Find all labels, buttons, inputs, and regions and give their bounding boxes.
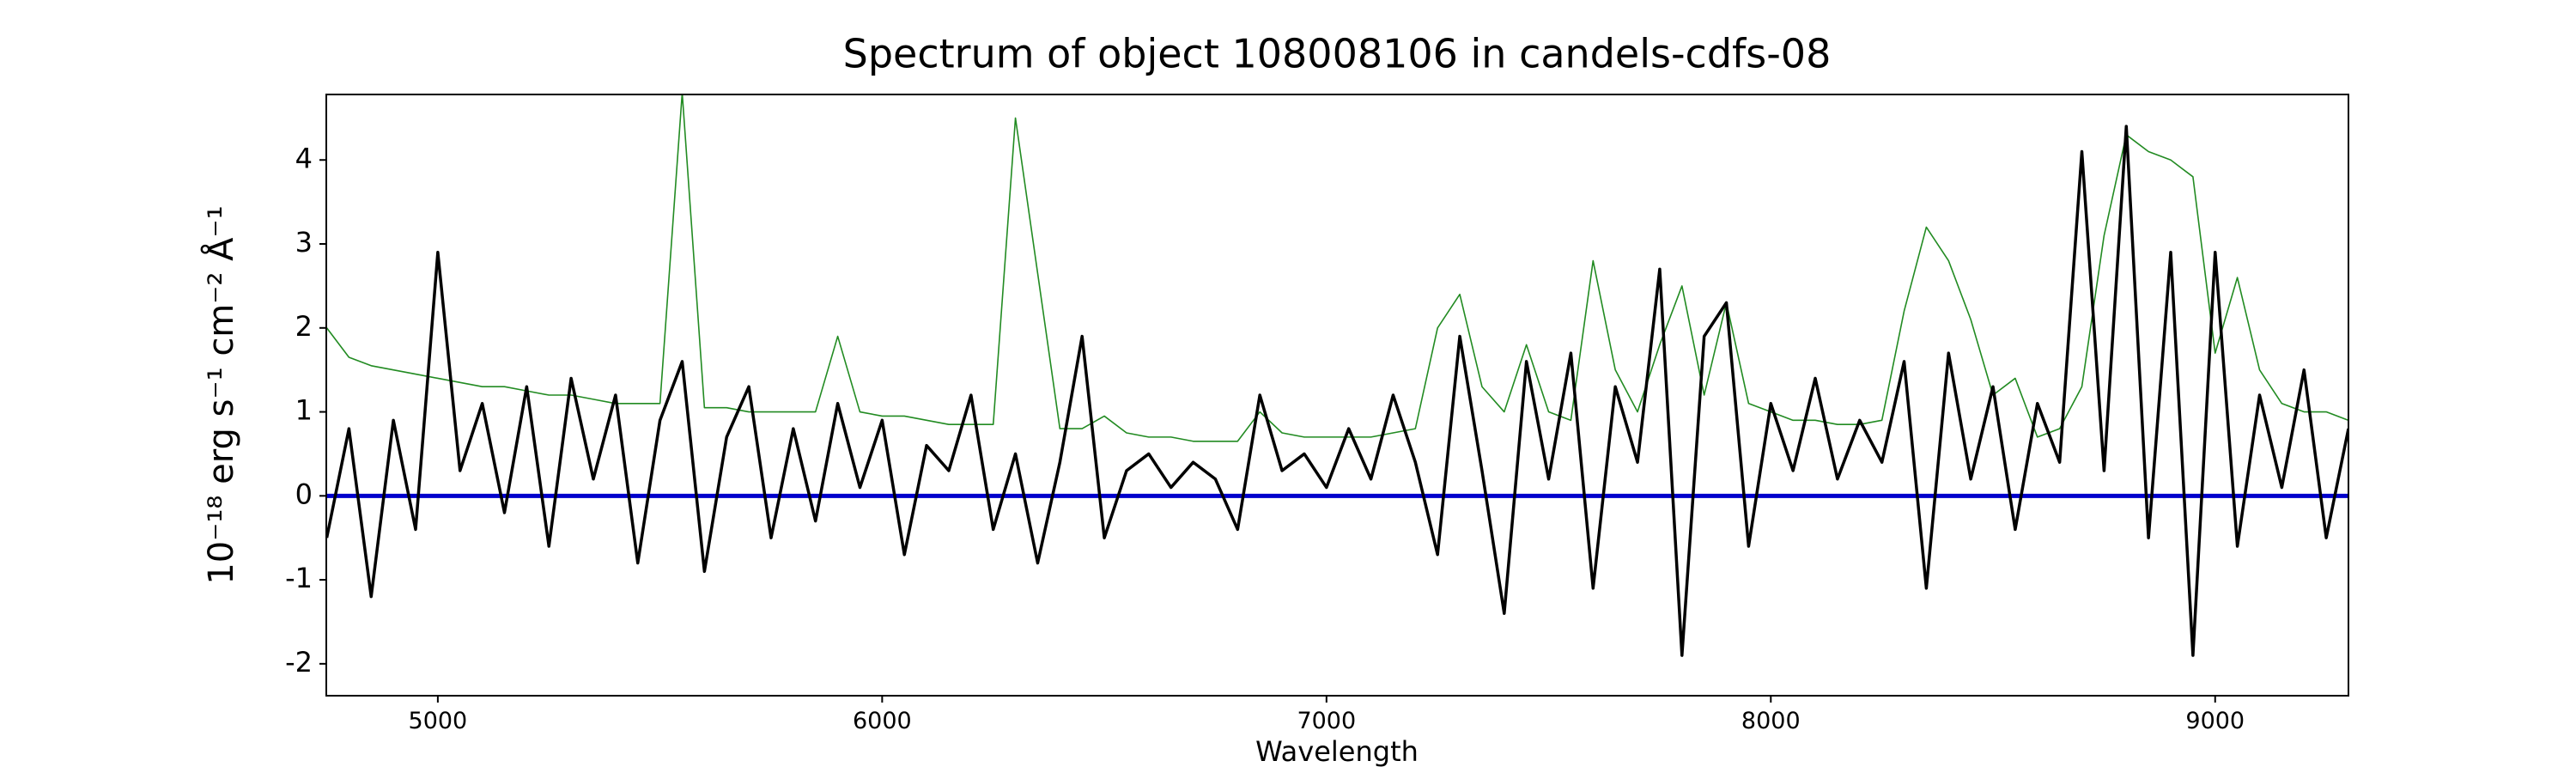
y-tick-label: 1	[295, 394, 313, 427]
x-tick-label: 7000	[1297, 708, 1356, 734]
x-tick-label: 6000	[853, 708, 912, 734]
y-axis-label: 10⁻¹⁸ erg s⁻¹ cm⁻² Å⁻¹	[200, 205, 241, 584]
y-tick-label: 2	[295, 310, 313, 343]
x-tick-label: 5000	[409, 708, 468, 734]
chart-title: Spectrum of object 108008106 in candels-…	[843, 31, 1832, 77]
spectrum-line	[326, 94, 2348, 442]
spectrum-line	[326, 125, 2348, 657]
y-tick-label: -2	[285, 646, 313, 679]
y-tick-label: -1	[285, 562, 313, 594]
x-tick-label: 8000	[1741, 708, 1801, 734]
x-tick-label: 9000	[2185, 708, 2245, 734]
y-tick-label: 0	[295, 478, 313, 510]
plot-area	[326, 94, 2348, 657]
y-tick-label: 3	[295, 226, 313, 259]
axes-frame	[325, 94, 2349, 697]
y-tick-label: 4	[295, 142, 313, 174]
x-axis-label: Wavelength	[1255, 735, 1419, 768]
